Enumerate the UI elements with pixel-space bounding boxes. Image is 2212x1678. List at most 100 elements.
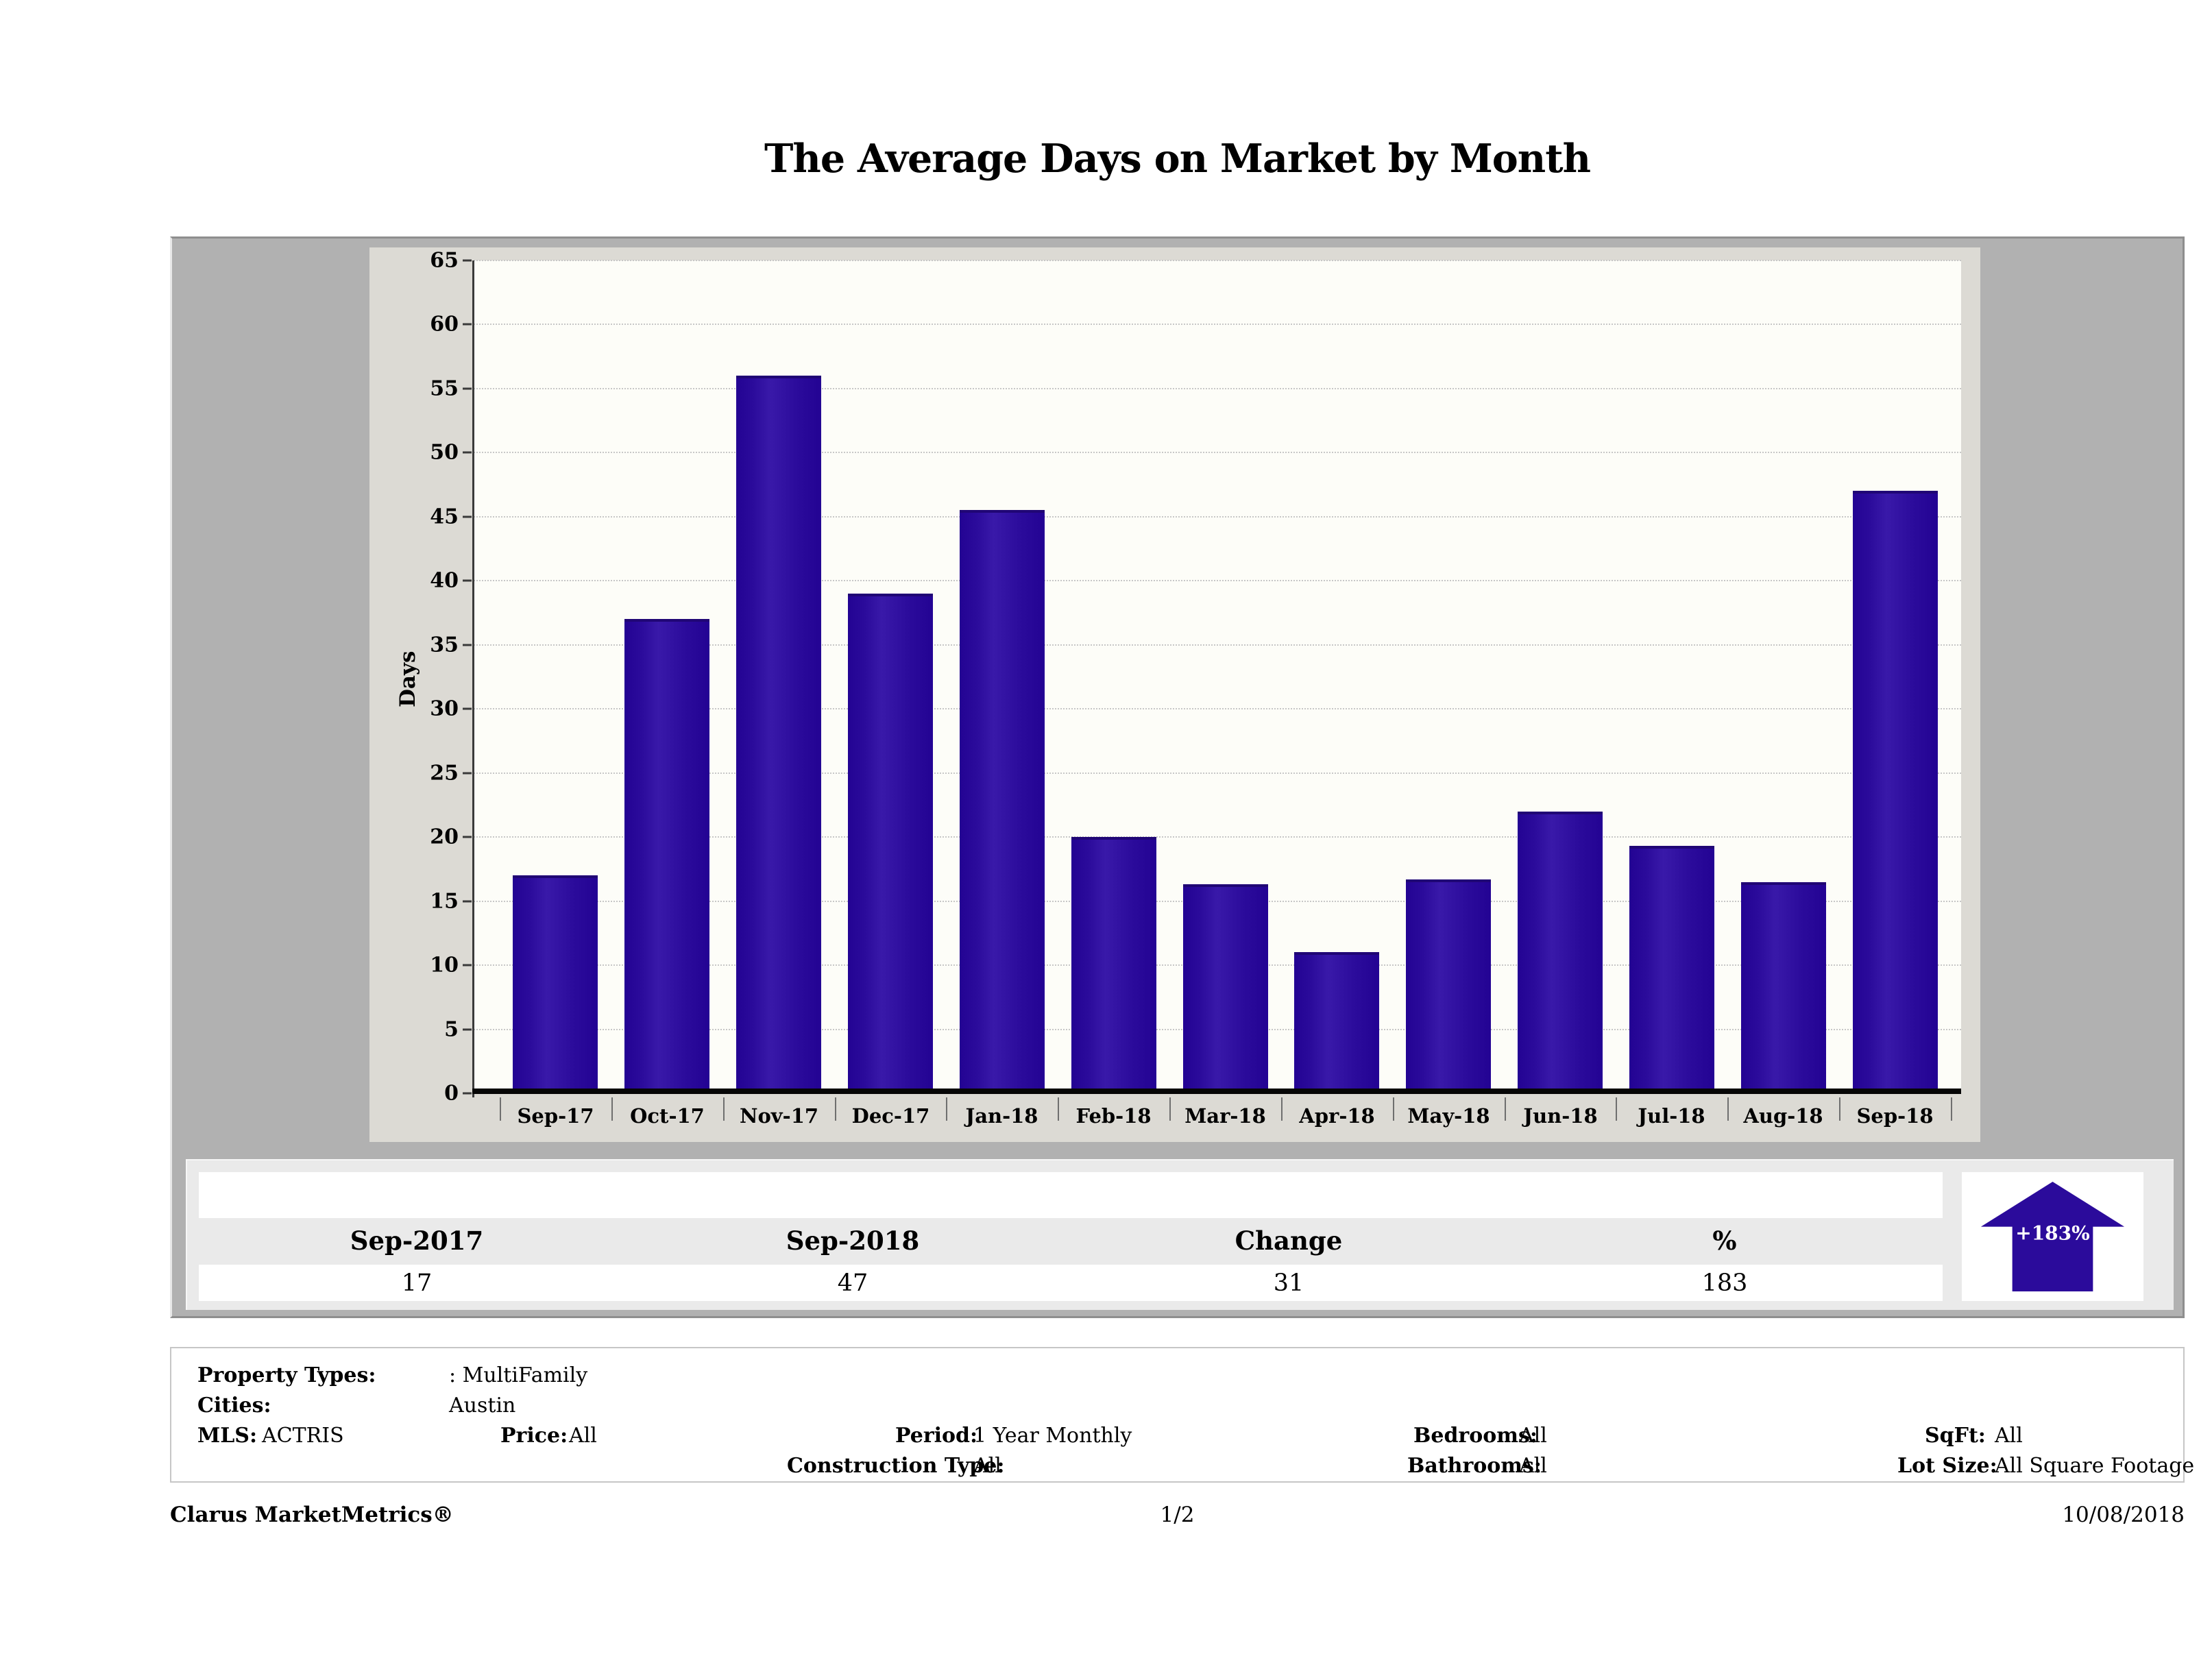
ytick-mark-10	[463, 964, 472, 966]
bathrooms-label: Bathrooms:	[1407, 1454, 1542, 1478]
xtick-separator	[1951, 1097, 1952, 1121]
chart-container: Days 0 5 10 15 20 25 30 35 40 45 50 55 60 65 Sep-17 Oc…	[170, 236, 2185, 1318]
summary-header--: %	[1712, 1226, 1737, 1256]
xtick-label-may-18: May-18	[1407, 1104, 1490, 1128]
summary-value-row: 17 47 31 183	[199, 1265, 1943, 1301]
summary-value-2: 31	[1273, 1269, 1304, 1297]
gridline-55	[474, 388, 1961, 389]
bar-may-18	[1406, 879, 1491, 1093]
ytick-label-45: 45	[430, 504, 459, 529]
ytick-label-20: 20	[430, 825, 459, 849]
sqft-label: SqFt:	[1925, 1424, 1986, 1448]
plot-area	[474, 260, 1961, 1093]
gridline-30	[474, 708, 1961, 709]
bar-aug-18	[1741, 882, 1826, 1093]
ytick-mark-45	[463, 515, 472, 518]
gridline-35	[474, 644, 1961, 646]
change-indicator-label: +183%	[2015, 1221, 2090, 1245]
price-label: Price:	[500, 1424, 568, 1448]
change-indicator-box: +183%	[1962, 1172, 2143, 1301]
ytick-label-55: 55	[430, 376, 459, 401]
xtick-label-mar-18: Mar-18	[1184, 1104, 1266, 1128]
bar-oct-17	[624, 619, 709, 1093]
ytick-mark-15	[463, 900, 472, 903]
xtick-separator	[1393, 1097, 1394, 1121]
period-label: Period:	[895, 1424, 978, 1448]
summary-value-3: 183	[1701, 1269, 1748, 1297]
xtick-separator	[1839, 1097, 1840, 1121]
cities-value: Austin	[449, 1394, 516, 1418]
mls-label: MLS:	[197, 1424, 258, 1448]
xtick-label-jul-18: Jul-18	[1638, 1104, 1705, 1128]
xtick-separator	[723, 1097, 725, 1121]
bar-mar-18	[1183, 884, 1268, 1093]
ytick-label-40: 40	[430, 568, 459, 593]
mls-value: ACTRIS	[262, 1424, 344, 1448]
xtick-label-nov-17: Nov-17	[739, 1104, 819, 1128]
period-value: 1 Year Monthly	[973, 1424, 1132, 1448]
ytick-label-25: 25	[430, 761, 459, 786]
xtick-separator	[1505, 1097, 1506, 1121]
summary-header-sep-2017: Sep-2017	[350, 1226, 484, 1256]
summary-header-row: Sep-2017 Sep-2018 Change%	[199, 1218, 1943, 1263]
xtick-label-apr-18: Apr-18	[1299, 1104, 1375, 1128]
lot-size-value: All Square Footage	[1995, 1454, 2195, 1478]
summary-value-1: 47	[837, 1269, 868, 1297]
xtick-separator	[1281, 1097, 1283, 1121]
bar-sep-17	[513, 875, 598, 1093]
property-types-value: : MultiFamily	[449, 1363, 588, 1387]
xtick-label-aug-18: Aug-18	[1743, 1104, 1823, 1128]
chart-panel: Days 0 5 10 15 20 25 30 35 40 45 50 55 60 65 Sep-17 Oc…	[369, 247, 1980, 1142]
ytick-mark-35	[463, 644, 472, 646]
y-axis-line	[472, 260, 474, 1097]
ytick-label-60: 60	[430, 312, 459, 337]
gridline-50	[474, 452, 1961, 453]
footer-brand: Clarus MarketMetrics®	[170, 1503, 454, 1527]
ytick-label-15: 15	[430, 889, 459, 914]
ytick-mark-25	[463, 772, 472, 775]
summary-header-sep-2018: Sep-2018	[786, 1226, 920, 1256]
price-value: All	[569, 1424, 597, 1448]
gridline-25	[474, 773, 1961, 774]
ytick-mark-30	[463, 707, 472, 710]
page-title: The Average Days on Market by Month	[764, 136, 1591, 182]
ytick-mark-5	[463, 1028, 472, 1031]
ytick-mark-20	[463, 836, 472, 838]
lot-size-label: Lot Size:	[1897, 1454, 1997, 1478]
ytick-label-35: 35	[430, 633, 459, 657]
footer-page-number: 1/2	[1160, 1503, 1195, 1527]
bedrooms-label: Bedrooms:	[1413, 1424, 1538, 1448]
ytick-mark-40	[463, 579, 472, 582]
xtick-separator	[1616, 1097, 1617, 1121]
summary-empty-row	[199, 1172, 1943, 1218]
xtick-label-feb-18: Feb-18	[1075, 1104, 1152, 1128]
xtick-separator	[835, 1097, 836, 1121]
bathrooms-value: All	[1519, 1454, 1547, 1478]
xtick-separator	[1058, 1097, 1059, 1121]
construction-type-value: All	[973, 1454, 1001, 1478]
bar-dec-17	[848, 594, 933, 1093]
bar-apr-18	[1294, 952, 1379, 1093]
ytick-mark-50	[463, 451, 472, 454]
xtick-label-sep-18: Sep-18	[1856, 1104, 1934, 1128]
ytick-label-65: 65	[430, 248, 459, 273]
xtick-separator	[946, 1097, 947, 1121]
xtick-separator	[611, 1097, 613, 1121]
bedrooms-value: All	[1519, 1424, 1547, 1448]
x-axis-line	[472, 1089, 1961, 1094]
filters-box: Property Types: : MultiFamily Cities: Au…	[170, 1347, 2194, 1483]
xtick-separator	[1727, 1097, 1729, 1121]
summary-table: Sep-2017 Sep-2018 Change% 17 47 31 183 +183%	[186, 1159, 2174, 1310]
ytick-mark-65	[463, 259, 472, 262]
xtick-label-sep-17: Sep-17	[517, 1104, 594, 1128]
xtick-label-oct-17: Oct-17	[630, 1104, 705, 1128]
bar-jan-18	[960, 510, 1045, 1093]
footer-date: 10/08/2018	[2062, 1503, 2185, 1527]
gridline-60	[474, 324, 1961, 325]
xtick-separator	[1169, 1097, 1171, 1121]
y-axis-ticks: 0 5 10 15 20 25 30 35 40 45 50 55 60 65	[369, 247, 1980, 1142]
xtick-label-jun-18: Jun-18	[1523, 1104, 1598, 1128]
gridline-65	[474, 260, 1961, 261]
xtick-label-jan-18: Jan-18	[965, 1104, 1038, 1128]
